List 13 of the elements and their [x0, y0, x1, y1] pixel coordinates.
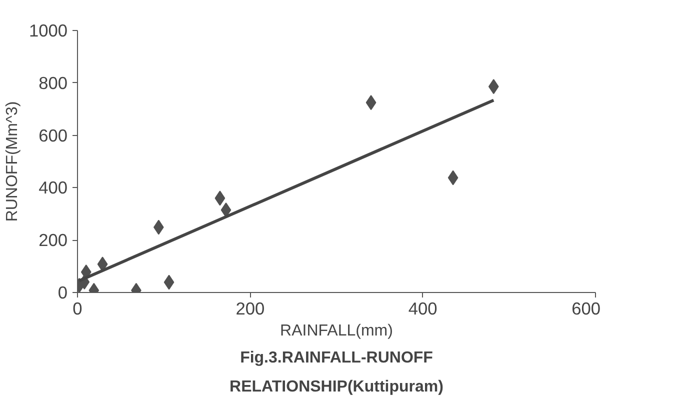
- y-axis-title: RUNOFF(Mm^3): [4, 101, 21, 222]
- y-tick-label: 200: [38, 230, 68, 250]
- x-tick-label: 200: [236, 298, 265, 318]
- y-tick-label: 400: [38, 178, 68, 198]
- y-tick-label: 0: [58, 282, 68, 302]
- y-tick-label: 800: [38, 72, 68, 93]
- x-tick-label: 600: [572, 298, 601, 318]
- x-axis-title: RAINFALL(mm): [280, 322, 393, 340]
- y-tick-label: 1000: [28, 20, 68, 40]
- x-tick-label: 0: [72, 298, 82, 318]
- x-tick-label: 400: [408, 298, 438, 318]
- y-tick-label: 600: [38, 125, 68, 146]
- text: Fig.3.RAINFALL-RUNOFF RELATIONSHIP(Kuttipuram): [230, 350, 444, 396]
